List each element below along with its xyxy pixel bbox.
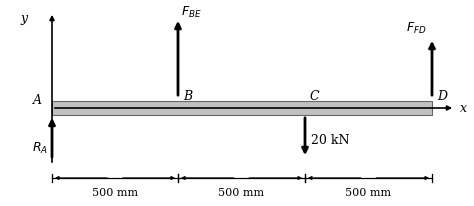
Text: B: B [183,89,192,103]
Text: D: D [437,89,447,103]
Text: C: C [310,89,319,103]
Text: 500 mm: 500 mm [346,188,392,198]
Text: $F_{FD}$: $F_{FD}$ [407,20,427,36]
Text: 500 mm: 500 mm [219,188,264,198]
Text: A: A [33,94,42,107]
Text: $R_A$: $R_A$ [32,140,48,156]
Text: $F_{BE}$: $F_{BE}$ [181,5,202,20]
Text: 20 kN: 20 kN [311,133,349,146]
Text: y: y [20,12,27,25]
Text: 500 mm: 500 mm [92,188,138,198]
Text: x: x [460,102,467,115]
Bar [52,101,432,115]
